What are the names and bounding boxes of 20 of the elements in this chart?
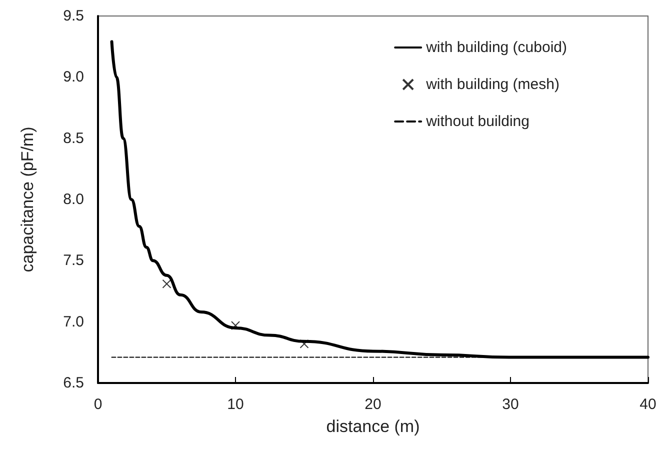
x-axis-title: distance (m)	[326, 417, 420, 436]
x-tick-label: 10	[227, 396, 244, 413]
y-tick-label: 9.5	[63, 8, 84, 24]
y-tick-label: 6.5	[63, 374, 84, 392]
y-tick-label: 7.0	[63, 313, 84, 330]
point	[300, 339, 309, 348]
y-tick-label: 7.5	[63, 252, 84, 270]
y-axis-title: capacitance (pF/m)	[18, 126, 37, 272]
y-tick-label: 8.5	[63, 130, 84, 147]
legend-label: without building	[425, 113, 530, 130]
y-tick-label: 8.0	[63, 191, 84, 208]
point	[162, 279, 172, 288]
x-tick-label: 40	[640, 396, 656, 413]
x-tick-label: 30	[502, 396, 519, 413]
point	[231, 321, 240, 330]
y-tick-label: 9.0	[63, 68, 84, 86]
x-tick-label: 0	[94, 396, 102, 413]
x-tick-label: 20	[364, 396, 382, 413]
legend-label: with building (cuboid)	[425, 39, 568, 56]
legend-label: with building (mesh)	[425, 76, 560, 93]
